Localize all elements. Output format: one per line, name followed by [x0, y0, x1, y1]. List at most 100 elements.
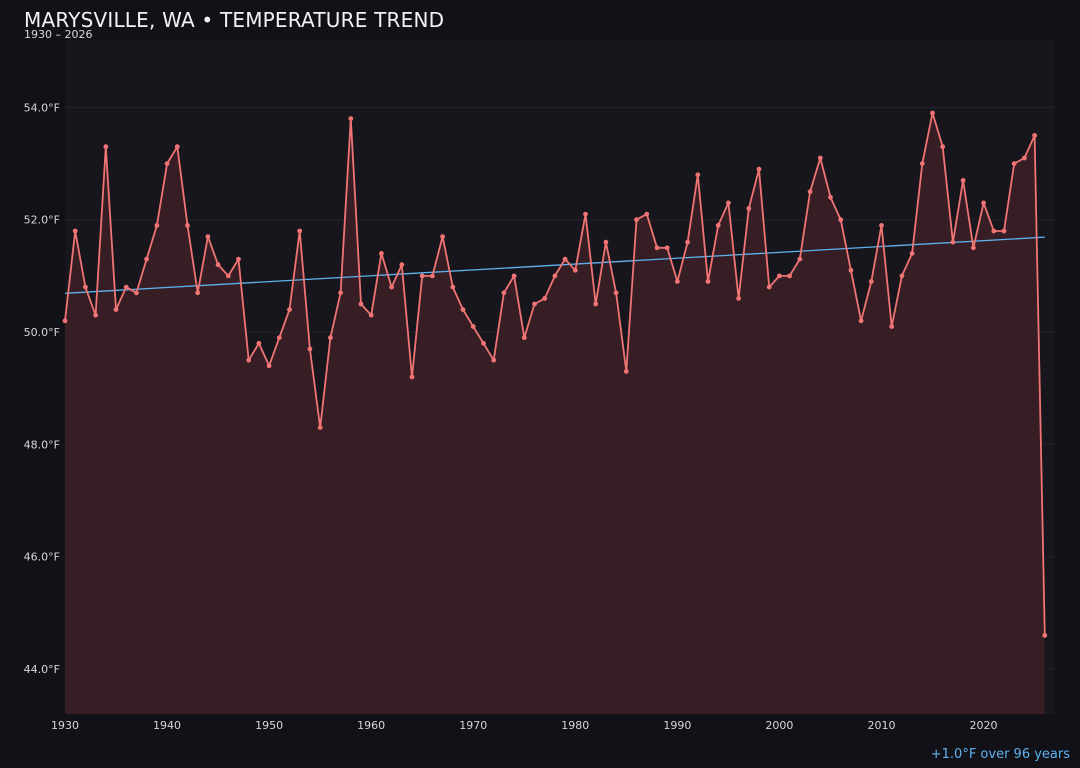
- data-point: [909, 251, 915, 256]
- data-point: [787, 273, 792, 279]
- data-point: [848, 267, 854, 273]
- data-point: [705, 279, 711, 284]
- data-point: [971, 245, 976, 251]
- data-point: [174, 144, 180, 150]
- y-tick-label: 44.0°F: [24, 663, 60, 676]
- data-point: [93, 312, 98, 318]
- data-point: [766, 284, 772, 290]
- data-point: [491, 357, 497, 363]
- data-point: [593, 301, 599, 307]
- data-point: [552, 273, 558, 279]
- data-point: [889, 324, 895, 329]
- data-point: [603, 239, 609, 245]
- data-point: [307, 346, 313, 352]
- data-point: [225, 273, 231, 279]
- data-point: [246, 357, 252, 363]
- x-tick-label: 1990: [663, 719, 691, 732]
- chart-title: MARYSVILLE, WA • TEMPERATURE TREND: [24, 8, 445, 32]
- data-point: [328, 335, 333, 341]
- data-point: [83, 284, 88, 290]
- data-point: [675, 279, 680, 284]
- data-point: [154, 223, 160, 228]
- data-point: [583, 211, 588, 217]
- data-point: [919, 161, 925, 167]
- data-point: [470, 324, 476, 329]
- x-axis: 1930 1940 1950 1960 1970 1980 1990 2000 2010 2020: [51, 719, 998, 732]
- data-point: [297, 228, 303, 234]
- data-point: [338, 290, 343, 296]
- data-point: [807, 189, 813, 195]
- data-point: [215, 262, 221, 268]
- series-layer: [62, 110, 1048, 714]
- data-point: [685, 239, 690, 245]
- y-axis: 44.0°F 46.0°F 48.0°F 50.0°F 52.0°F 54.0°F: [24, 101, 60, 676]
- x-tick-label: 1950: [255, 719, 283, 732]
- data-point: [868, 279, 874, 284]
- data-point: [185, 223, 190, 228]
- data-point: [358, 301, 364, 307]
- data-point: [450, 284, 456, 290]
- data-point: [103, 144, 109, 150]
- data-point: [940, 144, 946, 150]
- data-point: [899, 273, 905, 279]
- data-point: [236, 256, 241, 262]
- data-point: [572, 267, 578, 273]
- data-point: [481, 340, 486, 346]
- x-tick-label: 1970: [459, 719, 487, 732]
- data-point: [1011, 161, 1017, 167]
- data-point: [777, 273, 782, 279]
- data-point: [256, 340, 262, 346]
- y-tick-label: 54.0°F: [24, 101, 60, 114]
- data-point: [736, 296, 741, 301]
- x-tick-label: 2020: [970, 719, 998, 732]
- data-point: [144, 256, 150, 262]
- data-point: [348, 116, 354, 121]
- data-point: [409, 374, 415, 380]
- data-point: [62, 318, 68, 324]
- data-point: [1022, 155, 1027, 161]
- data-point: [317, 425, 323, 430]
- data-point: [746, 206, 752, 211]
- data-point: [389, 284, 394, 290]
- trend-annotation: +1.0°F over 96 years: [930, 747, 1070, 762]
- data-point: [634, 217, 639, 223]
- data-point: [399, 262, 405, 268]
- data-point: [276, 335, 282, 341]
- y-tick-label: 48.0°F: [24, 438, 60, 451]
- data-point: [664, 245, 670, 251]
- data-point: [991, 228, 997, 234]
- data-point: [266, 363, 272, 369]
- data-point: [72, 228, 78, 234]
- data-point: [287, 307, 292, 312]
- data-point: [838, 217, 844, 223]
- data-point: [654, 245, 660, 251]
- data-point: [164, 161, 170, 167]
- x-tick-label: 1960: [357, 719, 385, 732]
- x-tick-label: 2000: [765, 719, 793, 732]
- data-point: [981, 200, 986, 206]
- data-point: [419, 273, 425, 279]
- x-tick-label: 2010: [867, 719, 895, 732]
- data-point: [532, 301, 537, 307]
- data-point: [134, 290, 139, 296]
- y-tick-label: 50.0°F: [24, 326, 60, 339]
- data-point: [726, 200, 731, 206]
- data-point: [542, 296, 548, 301]
- data-point: [501, 290, 507, 296]
- data-point: [828, 194, 833, 200]
- y-tick-label: 52.0°F: [24, 214, 60, 227]
- data-point: [205, 234, 211, 240]
- data-point: [623, 369, 629, 374]
- data-point: [613, 290, 619, 296]
- data-point: [858, 318, 864, 324]
- data-point: [644, 211, 650, 217]
- chart-subtitle: 1930 – 2026: [24, 28, 93, 41]
- x-tick-label: 1980: [561, 719, 589, 732]
- trend-line: [64, 236, 1045, 294]
- data-point: [123, 284, 129, 290]
- data-point: [950, 239, 956, 245]
- data-point: [879, 223, 884, 228]
- data-point: [756, 166, 762, 172]
- data-point: [113, 307, 119, 312]
